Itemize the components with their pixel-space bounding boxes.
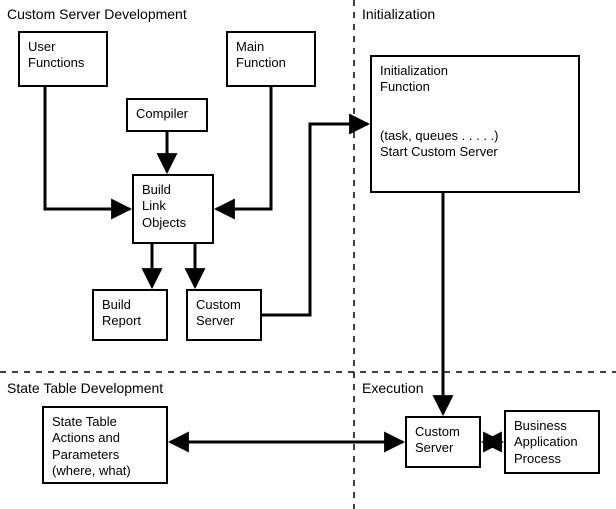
region-label-csd: Custom Server Development bbox=[7, 6, 187, 22]
node-state-table: State Table Actions and Parameters (wher… bbox=[42, 406, 168, 484]
node-custom-server-dev: Custom Server bbox=[186, 289, 262, 341]
node-main-function: Main Function bbox=[226, 31, 316, 87]
node-user-functions: User Functions bbox=[18, 31, 108, 87]
node-initialization-function: Initialization Function (task, queues . … bbox=[370, 55, 580, 193]
node-build-link-objects: Build Link Objects bbox=[132, 174, 214, 244]
node-build-report: Build Report bbox=[92, 289, 168, 341]
region-label-init: Initialization bbox=[362, 6, 435, 22]
region-label-exec: Execution bbox=[362, 380, 423, 396]
region-label-std: State Table Development bbox=[7, 380, 163, 396]
node-business-application-process: Business Application Process bbox=[504, 410, 600, 474]
node-custom-server-exec: Custom Server bbox=[405, 416, 481, 468]
node-compiler: Compiler bbox=[126, 98, 208, 132]
